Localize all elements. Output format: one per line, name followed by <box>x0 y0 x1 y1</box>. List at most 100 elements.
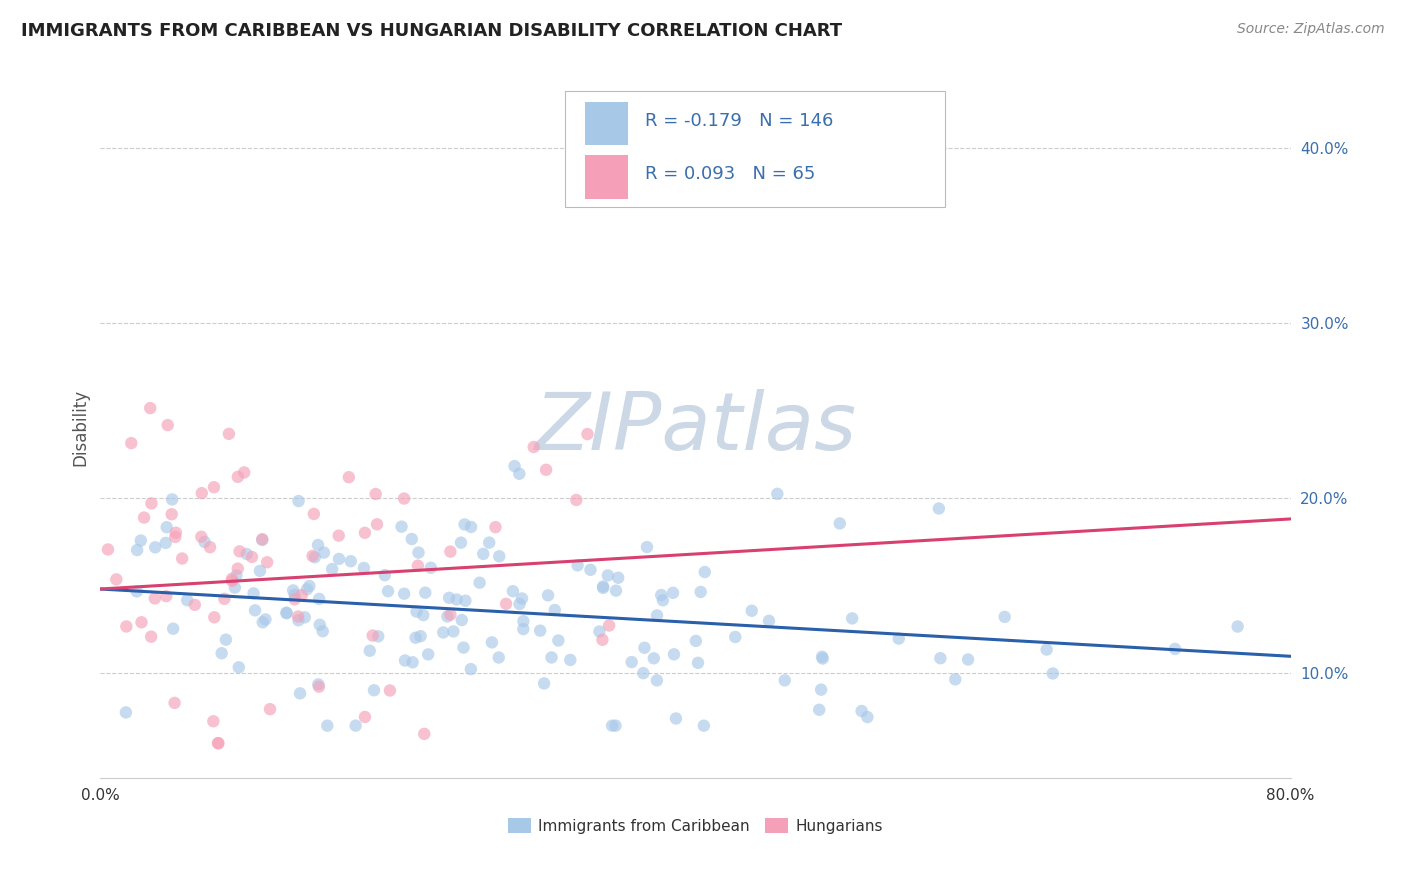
Point <box>235 547 257 561</box>
Point <box>228 544 250 558</box>
Point <box>165 525 187 540</box>
Point <box>207 736 229 750</box>
Point <box>105 573 128 587</box>
Point <box>160 508 183 522</box>
Point <box>488 650 510 665</box>
Point <box>378 683 401 698</box>
Point <box>481 635 503 649</box>
Point <box>510 591 533 606</box>
Point <box>478 535 501 549</box>
Point <box>301 549 323 563</box>
Text: R = 0.093   N = 65: R = 0.093 N = 65 <box>645 165 815 183</box>
Point <box>929 651 952 665</box>
Point <box>288 686 311 700</box>
Point <box>645 673 668 688</box>
Point <box>252 615 274 630</box>
Point <box>741 604 763 618</box>
Point <box>600 719 623 733</box>
Point <box>131 615 153 630</box>
Point <box>132 510 155 524</box>
Point <box>645 608 668 623</box>
Point <box>460 520 482 534</box>
Point <box>354 525 377 540</box>
Point <box>828 516 851 531</box>
Point <box>162 622 184 636</box>
Point <box>312 546 335 560</box>
Point <box>851 704 873 718</box>
Point <box>633 666 655 681</box>
Point <box>495 597 517 611</box>
Point <box>591 632 613 647</box>
Point <box>534 463 557 477</box>
Point <box>592 581 614 595</box>
Point <box>156 418 179 433</box>
Point <box>957 652 980 666</box>
Point <box>250 533 273 547</box>
Point <box>811 649 834 664</box>
Point <box>221 574 243 588</box>
Point <box>460 662 482 676</box>
Point <box>502 584 524 599</box>
Bar <box>585 102 627 145</box>
Point <box>120 436 142 450</box>
Point <box>685 634 707 648</box>
Point <box>193 535 215 549</box>
Point <box>252 532 274 546</box>
Point <box>139 401 162 416</box>
Point <box>226 470 249 484</box>
Point <box>405 605 427 619</box>
Point <box>176 593 198 607</box>
Text: R = -0.179   N = 146: R = -0.179 N = 146 <box>645 112 834 130</box>
Point <box>413 727 436 741</box>
Point <box>773 673 796 688</box>
Point <box>401 655 423 669</box>
Point <box>620 655 643 669</box>
Point <box>529 624 551 638</box>
Point <box>633 640 655 655</box>
Point <box>254 612 277 626</box>
Point <box>143 541 166 555</box>
Point <box>281 583 304 598</box>
Point <box>308 591 330 606</box>
Point <box>1164 641 1187 656</box>
Point <box>391 519 413 533</box>
Point <box>287 613 309 627</box>
Point <box>841 611 863 625</box>
FancyBboxPatch shape <box>565 92 945 207</box>
Point <box>172 551 194 566</box>
Point <box>308 680 330 694</box>
Point <box>605 719 627 733</box>
Point <box>304 550 326 565</box>
Point <box>291 588 314 602</box>
Point <box>636 540 658 554</box>
Point <box>221 572 243 586</box>
Legend: Immigrants from Caribbean, Hungarians: Immigrants from Caribbean, Hungarians <box>508 818 883 834</box>
Point <box>576 427 599 442</box>
Point <box>233 466 256 480</box>
Point <box>284 592 307 607</box>
Point <box>202 610 225 624</box>
Point <box>523 440 546 454</box>
Point <box>994 610 1017 624</box>
Point <box>540 650 562 665</box>
Point <box>643 651 665 665</box>
Point <box>163 696 186 710</box>
Point <box>509 597 531 611</box>
Point <box>503 459 526 474</box>
Point <box>488 549 510 564</box>
Point <box>215 632 238 647</box>
Point <box>207 736 229 750</box>
Point <box>202 714 225 729</box>
Point <box>413 585 436 599</box>
Point <box>328 528 350 542</box>
Point <box>544 603 567 617</box>
Point <box>295 582 318 597</box>
Point <box>156 520 179 534</box>
Point <box>450 535 472 549</box>
Point <box>436 609 458 624</box>
Point <box>1226 619 1249 633</box>
Point <box>344 718 367 732</box>
Point <box>808 703 831 717</box>
Point <box>533 676 555 690</box>
Point <box>1042 666 1064 681</box>
